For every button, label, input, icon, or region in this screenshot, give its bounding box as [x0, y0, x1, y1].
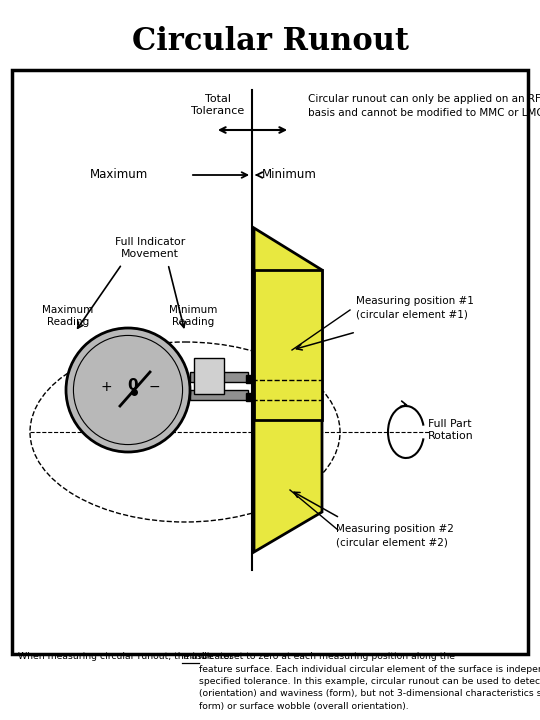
- Text: must: must: [182, 652, 205, 661]
- Circle shape: [66, 328, 190, 452]
- Text: Measuring position #1
(circular element #1): Measuring position #1 (circular element …: [356, 297, 474, 320]
- Text: Minimum
Reading: Minimum Reading: [169, 305, 217, 327]
- Polygon shape: [254, 270, 322, 420]
- Bar: [190, 372, 248, 382]
- Bar: [12, 70, 528, 654]
- Text: Minimum: Minimum: [262, 168, 317, 181]
- Text: +: +: [100, 380, 112, 394]
- Text: Total
Tolerance: Total Tolerance: [191, 94, 245, 117]
- Text: Circular runout can only be applied on an RFS
basis and cannot be modified to MM: Circular runout can only be applied on a…: [308, 94, 540, 117]
- Text: Maximum
Reading: Maximum Reading: [42, 305, 93, 327]
- Circle shape: [73, 336, 183, 444]
- Text: Circular Runout: Circular Runout: [132, 27, 408, 58]
- Text: be  reset to zero at each measuring position along the
feature surface. Each ind: be reset to zero at each measuring posit…: [199, 652, 540, 711]
- Text: When measuring circular runout, the indicator: When measuring circular runout, the indi…: [18, 652, 237, 661]
- Text: Full Indicator
Movement: Full Indicator Movement: [115, 237, 185, 259]
- Bar: [190, 390, 248, 400]
- Polygon shape: [254, 228, 322, 552]
- Bar: [246, 393, 254, 401]
- Text: Maximum: Maximum: [90, 168, 148, 181]
- Text: −: −: [148, 380, 160, 394]
- Text: 0: 0: [127, 379, 138, 394]
- Text: Measuring position #2
(circular element #2): Measuring position #2 (circular element …: [336, 524, 454, 548]
- Bar: [246, 375, 254, 383]
- Text: Full Part
Rotation: Full Part Rotation: [428, 419, 474, 441]
- Bar: [194, 358, 224, 394]
